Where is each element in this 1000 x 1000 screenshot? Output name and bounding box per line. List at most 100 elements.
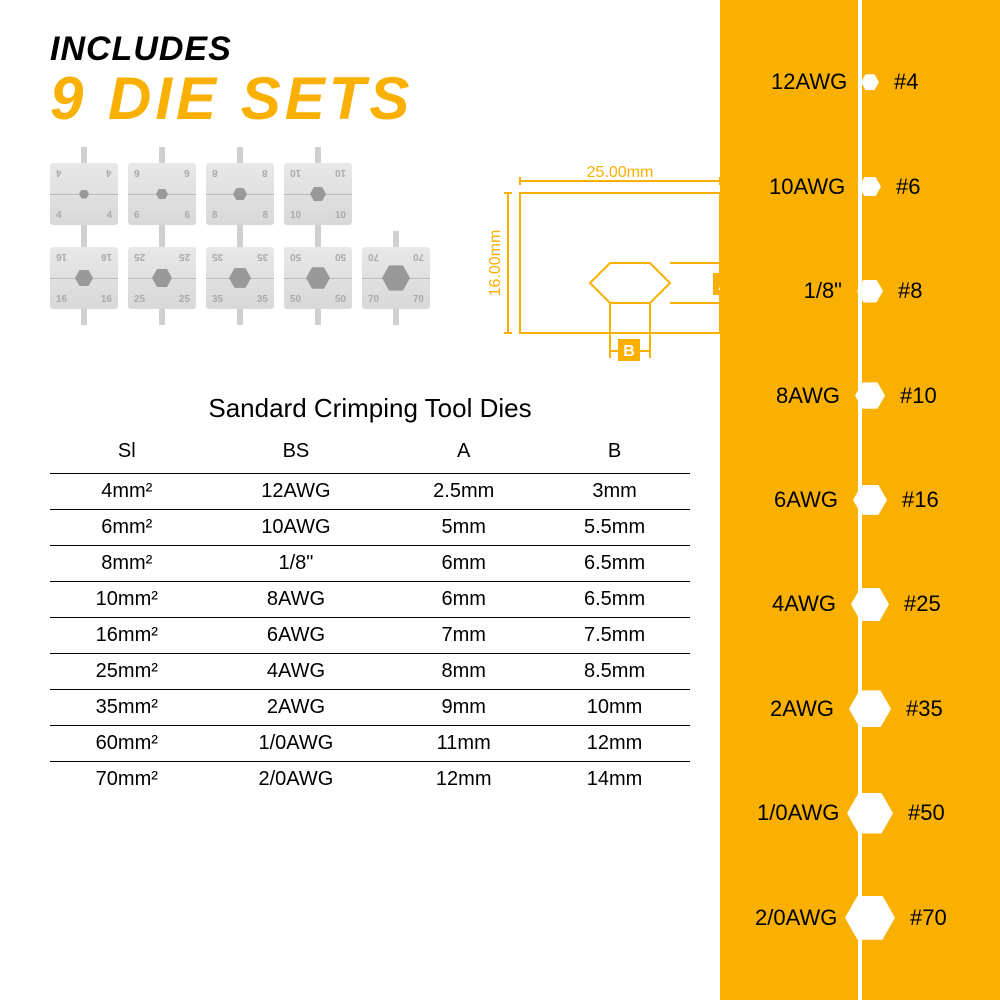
table-cell: 12mm (388, 762, 539, 798)
b-label: B (623, 343, 635, 360)
die-block: 50 50 50 50 (284, 247, 352, 309)
table-cell: 12AWG (204, 474, 389, 510)
table-cell: 10mm (539, 690, 690, 726)
size-chart-panel: 12AWG #4 10AWG #6 1/8" #8 8AWG #10 6AWG … (720, 0, 1000, 1000)
size-num-label: #6 (881, 174, 951, 200)
table-row: 8mm²1/8"6mm6.5mm (50, 546, 690, 582)
size-row: 4AWG #25 (720, 552, 1000, 656)
table-cell: 16mm² (50, 618, 204, 654)
size-awg-label: 2/0AWG (755, 905, 845, 931)
spec-table: SlBSAB 4mm²12AWG2.5mm3mm6mm²10AWG5mm5.5m… (50, 434, 690, 797)
table-cell: 1/0AWG (204, 726, 389, 762)
size-num-label: #10 (885, 383, 955, 409)
size-num-label: #70 (895, 905, 965, 931)
size-num-label: #16 (887, 487, 957, 513)
table-cell: 6mm (388, 546, 539, 582)
size-row: 2/0AWG #70 (720, 866, 1000, 970)
table-cell: 7.5mm (539, 618, 690, 654)
hexagon-icon (847, 793, 893, 833)
die-block: 10 10 10 10 (284, 163, 352, 225)
hexagon-icon (849, 690, 891, 727)
size-awg-label: 1/0AWG (757, 800, 847, 826)
table-cell: 2/0AWG (204, 762, 389, 798)
hexagon-icon (845, 896, 895, 940)
size-awg-label: 6AWG (763, 487, 853, 513)
hexagon-icon (855, 382, 885, 408)
die-block: 70 70 70 70 (362, 247, 430, 309)
table-cell: 2AWG (204, 690, 389, 726)
die-block: 6 6 6 6 (128, 163, 196, 225)
table-cell: 8mm² (50, 546, 204, 582)
table-cell: 10AWG (204, 510, 389, 546)
table-cell: 11mm (388, 726, 539, 762)
table-cell: 6mm (388, 582, 539, 618)
table-cell: 14mm (539, 762, 690, 798)
size-row: 12AWG #4 (720, 30, 1000, 134)
table-cell: 8.5mm (539, 654, 690, 690)
table-row: 60mm²1/0AWG11mm12mm (50, 726, 690, 762)
table-cell: 70mm² (50, 762, 204, 798)
left-panel: INCLUDES 9 DIE SETS 4 4 4 4 6 6 6 6 8 8 … (0, 0, 720, 1000)
table-cell: 10mm² (50, 582, 204, 618)
table-cell: 7mm (388, 618, 539, 654)
size-num-label: #25 (889, 591, 959, 617)
table-row: 35mm²2AWG9mm10mm (50, 690, 690, 726)
table-cell: 6mm² (50, 510, 204, 546)
table-row: 6mm²10AWG5mm5.5mm (50, 510, 690, 546)
table-cell: 4mm² (50, 474, 204, 510)
table-header: B (539, 434, 690, 474)
die-block: 35 35 35 35 (206, 247, 274, 309)
dies-and-diagram: 4 4 4 4 6 6 6 6 8 8 8 8 10 10 10 10 16 1… (50, 163, 690, 363)
table-cell: 9mm (388, 690, 539, 726)
die-block: 4 4 4 4 (50, 163, 118, 225)
table-cell: 3mm (539, 474, 690, 510)
table-header: BS (204, 434, 389, 474)
table-cell: 25mm² (50, 654, 204, 690)
table-header: Sl (50, 434, 204, 474)
table-row: 10mm²8AWG6mm6.5mm (50, 582, 690, 618)
height-label: 16.00mm (487, 230, 504, 297)
table-row: 4mm²12AWG2.5mm3mm (50, 474, 690, 510)
hexagon-icon (851, 588, 889, 621)
size-num-label: #8 (883, 278, 953, 304)
table-cell: 6AWG (204, 618, 389, 654)
size-row: 1/8" #8 (720, 239, 1000, 343)
table-cell: 6.5mm (539, 582, 690, 618)
dimension-diagram: 25.00mm 16.00mm A B (465, 163, 745, 363)
table-cell: 12mm (539, 726, 690, 762)
hexagon-icon (853, 485, 887, 515)
table-cell: 6.5mm (539, 546, 690, 582)
table-cell: 1/8" (204, 546, 389, 582)
die-block: 8 8 8 8 (206, 163, 274, 225)
table-cell: 5.5mm (539, 510, 690, 546)
dies-row-1: 4 4 4 4 6 6 6 6 8 8 8 8 10 10 10 10 (50, 163, 430, 225)
size-num-label: #50 (893, 800, 963, 826)
table-cell: 35mm² (50, 690, 204, 726)
table-cell: 2.5mm (388, 474, 539, 510)
die-block: 16 16 16 16 (50, 247, 118, 309)
size-num-label: #35 (891, 696, 961, 722)
table-cell: 4AWG (204, 654, 389, 690)
size-row: 10AWG #6 (720, 134, 1000, 238)
table-cell: 60mm² (50, 726, 204, 762)
table-row: 70mm²2/0AWG12mm14mm (50, 762, 690, 798)
hexagon-icon (857, 280, 883, 303)
size-awg-label: 8AWG (765, 383, 855, 409)
size-row: 1/0AWG #50 (720, 761, 1000, 865)
size-row: 6AWG #16 (720, 448, 1000, 552)
table-title: Sandard Crimping Tool Dies (50, 393, 690, 424)
table-cell: 8AWG (204, 582, 389, 618)
dies-row-2: 16 16 16 16 25 25 25 25 35 35 35 35 50 5… (50, 247, 430, 309)
hexagon-icon (861, 74, 879, 90)
table-cell: 8mm (388, 654, 539, 690)
size-awg-label: 12AWG (771, 69, 861, 95)
hexagon-icon (859, 177, 881, 196)
size-awg-label: 1/8" (767, 278, 857, 304)
size-row: 2AWG #35 (720, 657, 1000, 761)
size-awg-label: 4AWG (761, 591, 851, 617)
size-awg-label: 2AWG (759, 696, 849, 722)
size-row: 8AWG #10 (720, 343, 1000, 447)
dies-grid: 4 4 4 4 6 6 6 6 8 8 8 8 10 10 10 10 16 1… (50, 163, 430, 363)
table-header: A (388, 434, 539, 474)
width-label: 25.00mm (587, 164, 654, 181)
